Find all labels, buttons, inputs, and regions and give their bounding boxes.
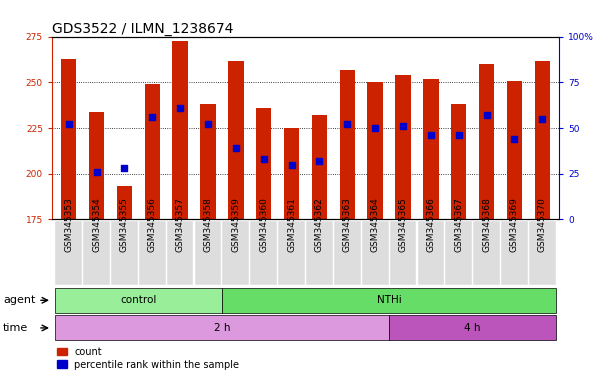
- Bar: [479, 64, 494, 219]
- Bar: [507, 81, 522, 219]
- Text: GDS3522 / ILMN_1238674: GDS3522 / ILMN_1238674: [52, 22, 233, 36]
- Text: GSM345357: GSM345357: [175, 197, 185, 252]
- Bar: [340, 70, 355, 219]
- Point: [481, 112, 491, 118]
- Text: GSM345359: GSM345359: [232, 197, 240, 252]
- Bar: [61, 59, 76, 219]
- Text: GSM345366: GSM345366: [426, 197, 436, 252]
- FancyBboxPatch shape: [139, 220, 166, 285]
- Text: 2 h: 2 h: [214, 323, 230, 333]
- Bar: [89, 112, 104, 219]
- Point: [342, 121, 352, 127]
- Point: [315, 158, 324, 164]
- FancyBboxPatch shape: [111, 220, 137, 285]
- Text: GSM345367: GSM345367: [454, 197, 463, 252]
- Bar: [55, 316, 389, 340]
- Point: [538, 116, 547, 122]
- Bar: [423, 79, 439, 219]
- Text: GSM345368: GSM345368: [482, 197, 491, 252]
- Text: agent: agent: [3, 295, 35, 305]
- FancyBboxPatch shape: [55, 220, 82, 285]
- FancyBboxPatch shape: [306, 220, 333, 285]
- Text: GSM345364: GSM345364: [371, 197, 379, 252]
- Bar: [395, 75, 411, 219]
- FancyBboxPatch shape: [529, 220, 556, 285]
- Bar: [256, 108, 271, 219]
- Point: [287, 161, 296, 167]
- Text: NTHi: NTHi: [377, 295, 401, 305]
- FancyBboxPatch shape: [334, 220, 360, 285]
- FancyBboxPatch shape: [222, 220, 249, 285]
- Text: GSM345353: GSM345353: [64, 197, 73, 252]
- Point: [92, 169, 101, 175]
- Bar: [367, 83, 383, 219]
- Legend: count, percentile rank within the sample: count, percentile rank within the sample: [57, 347, 240, 369]
- Point: [147, 114, 157, 120]
- Text: GSM345361: GSM345361: [287, 197, 296, 252]
- Point: [64, 121, 73, 127]
- Point: [398, 123, 408, 129]
- Bar: [228, 61, 244, 219]
- Bar: [389, 316, 556, 340]
- FancyBboxPatch shape: [194, 220, 221, 285]
- FancyBboxPatch shape: [501, 220, 528, 285]
- Bar: [172, 40, 188, 219]
- Bar: [145, 84, 160, 219]
- Text: GSM345362: GSM345362: [315, 197, 324, 252]
- Text: GSM345369: GSM345369: [510, 197, 519, 252]
- Text: control: control: [120, 295, 156, 305]
- Bar: [284, 128, 299, 219]
- Text: time: time: [3, 323, 28, 333]
- Point: [175, 105, 185, 111]
- Point: [259, 156, 269, 162]
- FancyBboxPatch shape: [278, 220, 305, 285]
- FancyBboxPatch shape: [167, 220, 194, 285]
- Bar: [312, 115, 327, 219]
- Bar: [222, 288, 556, 313]
- FancyBboxPatch shape: [445, 220, 472, 285]
- Text: GSM345360: GSM345360: [259, 197, 268, 252]
- Text: GSM345355: GSM345355: [120, 197, 129, 252]
- FancyBboxPatch shape: [362, 220, 389, 285]
- Bar: [117, 186, 132, 219]
- Point: [510, 136, 519, 142]
- FancyBboxPatch shape: [390, 220, 417, 285]
- Text: GSM345358: GSM345358: [203, 197, 213, 252]
- FancyBboxPatch shape: [417, 220, 444, 285]
- Point: [370, 125, 380, 131]
- Point: [454, 132, 464, 138]
- FancyBboxPatch shape: [83, 220, 110, 285]
- Bar: [200, 104, 216, 219]
- Point: [231, 145, 241, 151]
- Text: GSM345365: GSM345365: [398, 197, 408, 252]
- FancyBboxPatch shape: [474, 220, 500, 285]
- Bar: [55, 288, 222, 313]
- Point: [426, 132, 436, 138]
- Text: GSM345370: GSM345370: [538, 197, 547, 252]
- Bar: [535, 61, 550, 219]
- FancyBboxPatch shape: [251, 220, 277, 285]
- Bar: [451, 104, 466, 219]
- Text: GSM345354: GSM345354: [92, 197, 101, 252]
- Point: [203, 121, 213, 127]
- Point: [120, 165, 130, 171]
- Text: GSM345363: GSM345363: [343, 197, 352, 252]
- Text: 4 h: 4 h: [464, 323, 481, 333]
- Text: GSM345356: GSM345356: [148, 197, 157, 252]
